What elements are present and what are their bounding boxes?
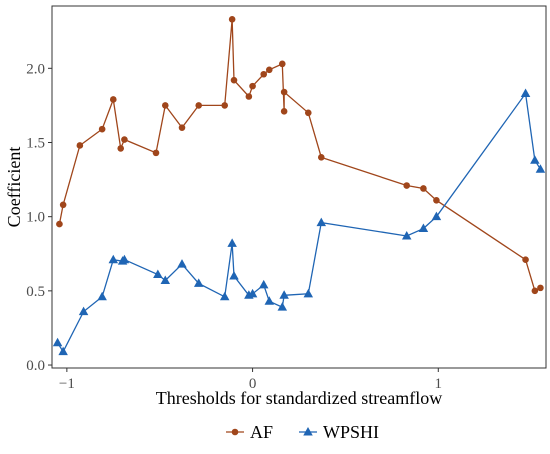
legend-item-wpshi: WPSHI: [299, 422, 379, 442]
x-tick-label: 1: [435, 376, 443, 392]
data-point-af: [56, 220, 63, 228]
x-tick-label: 0: [249, 376, 257, 392]
data-point-wpshi: [279, 290, 289, 299]
data-point-wpshi: [58, 346, 68, 356]
data-point-af: [260, 70, 268, 78]
legend-marker-wpshi: [303, 427, 313, 436]
data-point-af: [249, 82, 256, 90]
data-point-af: [522, 256, 529, 263]
data-point-af: [98, 125, 106, 133]
data-point-af: [278, 60, 286, 68]
y-axis-ticks: 0.0 0.5 1.0 1.5 2.0: [26, 61, 52, 374]
x-tick-label: −1: [59, 376, 75, 392]
y-tick-label: 0.5: [26, 284, 45, 300]
data-point-af: [245, 93, 253, 100]
data-point-wpshi: [52, 337, 63, 347]
y-tick-label: 0.0: [26, 358, 45, 374]
data-point-af: [280, 88, 288, 96]
data-point-af: [195, 102, 203, 109]
data-point-wpshi: [247, 288, 258, 298]
y-tick-label: 1.0: [26, 210, 45, 226]
data-point-af: [178, 124, 186, 131]
data-point-af: [304, 109, 312, 117]
legend-label-af: AF: [250, 422, 273, 442]
data-point-wpshi: [219, 291, 230, 301]
data-point-wpshi: [153, 269, 163, 279]
data-point-wpshi: [520, 88, 531, 98]
data-point-af: [531, 287, 539, 295]
data-point-af: [228, 16, 236, 23]
data-point-wpshi: [530, 155, 540, 164]
data-point-af: [76, 142, 84, 149]
data-point-wpshi: [264, 296, 275, 305]
data-point-wpshi: [418, 223, 429, 233]
data-point-af: [433, 197, 440, 204]
x-axis-title: Thresholds for standardized streamflow: [156, 388, 442, 408]
series-layer: [52, 16, 546, 356]
series-line-af: [58, 19, 541, 292]
data-point-af: [420, 185, 427, 192]
data-point-af: [117, 145, 125, 152]
data-point-wpshi: [227, 238, 237, 247]
data-point-wpshi: [193, 278, 204, 287]
data-point-af: [317, 154, 325, 161]
data-point-wpshi: [160, 275, 171, 284]
panel-border: [51, 5, 547, 369]
data-point-af: [161, 102, 169, 109]
data-point-wpshi: [277, 302, 288, 311]
data-point-wpshi: [303, 288, 314, 298]
data-point-wpshi: [177, 259, 187, 268]
y-tick-label: 1.5: [26, 135, 45, 151]
x-axis-ticks: −1 0 1: [59, 368, 442, 392]
data-point-wpshi: [258, 279, 269, 289]
data-point-af: [221, 102, 229, 109]
y-tick-label: 2.0: [26, 61, 45, 77]
data-point-wpshi: [229, 271, 239, 280]
data-point-af: [121, 136, 128, 143]
data-point-wpshi: [535, 164, 546, 173]
data-point-af: [230, 76, 238, 84]
data-point-wpshi: [401, 230, 412, 240]
series-line-wpshi: [57, 91, 541, 353]
y-axis-title: Coefficient: [4, 147, 24, 228]
legend-item-af: AF: [226, 422, 273, 442]
data-point-af: [280, 108, 288, 115]
data-point-wpshi: [316, 217, 327, 227]
data-point-af: [152, 149, 160, 157]
legend-label-wpshi: WPSHI: [323, 422, 379, 442]
data-point-wpshi: [78, 306, 89, 316]
data-point-af: [109, 96, 117, 103]
legend-marker-af: [231, 428, 239, 436]
data-point-wpshi: [108, 254, 119, 264]
data-point-wpshi: [97, 291, 107, 301]
data-point-af: [59, 201, 67, 209]
data-point-wpshi: [431, 211, 442, 221]
data-point-af: [537, 284, 544, 292]
data-point-af: [265, 66, 273, 74]
legend: AF WPSHI: [226, 422, 379, 442]
data-point-wpshi: [119, 254, 130, 264]
data-point-af: [403, 182, 411, 189]
